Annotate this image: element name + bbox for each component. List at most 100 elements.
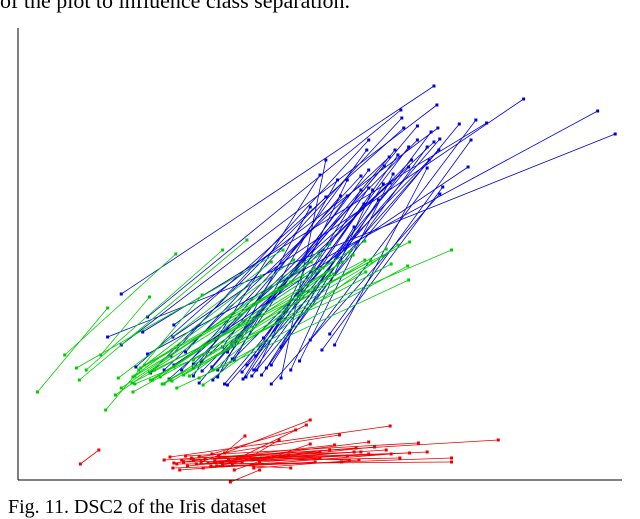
series-2-point-18-0 [210,452,214,456]
series-0-point-20-1 [318,173,322,177]
series-0-point-46-1 [469,138,473,142]
series-0-point-15-1 [365,148,369,152]
series-1-point-28-0 [170,379,174,383]
series-1-point-2-1 [245,238,249,242]
series-0-segment-42 [231,195,348,360]
series-2-point-10-0 [189,456,193,460]
series-1-point-14-0 [133,382,137,386]
series-0-point-28-1 [345,178,349,182]
series-0-point-29-1 [324,158,328,162]
series-1-segment-17 [176,279,409,389]
series-1-point-12-1 [384,247,388,251]
series-0-segment-46 [329,139,472,335]
series-0-point-49-0 [199,360,203,364]
series-1-point-7-0 [74,366,78,370]
series-0-point-35-1 [338,194,342,198]
series-1-point-26-0 [143,363,147,367]
series-0-point-4-1 [522,97,526,101]
series-0-segment-39 [253,131,432,371]
series-0-point-38-0 [269,363,273,367]
series-1-point-16-1 [389,262,393,266]
series-1-point-33-0 [133,374,137,378]
series-1-segment-3 [85,249,223,371]
series-2-segment-26 [230,424,307,463]
series-0-segment-29 [280,159,327,379]
series-2-point-8-0 [184,454,188,458]
series-2-point-12-0 [194,462,198,466]
series-1 [35,238,454,412]
series-0-segment-0 [121,85,435,295]
series-0-segment-5 [147,110,598,355]
series-2-segment-33 [251,451,355,461]
series-1-point-21-1 [332,272,336,276]
series-0-point-42-0 [230,357,234,361]
series-2-segment-18 [211,429,296,455]
series-0-point-38-1 [376,198,380,202]
series-0-point-7-0 [172,363,176,367]
series-2-point-21-1 [347,458,351,462]
series-0-point-0-0 [119,292,123,296]
series-0-point-18-1 [457,122,461,126]
series-1-point-20-0 [148,370,152,374]
series-1-point-9-1 [292,258,296,262]
series-2-point-3-0 [171,466,175,470]
series-1-point-27-0 [158,375,162,379]
series-2-point-31-0 [172,461,176,465]
series-0-point-21-0 [232,358,236,362]
series-0-point-50-0 [245,363,249,367]
series-0-point-32-1 [474,118,478,122]
series-2-point-0-1 [97,448,101,452]
series-1-point-18-1 [364,270,368,274]
series-0-point-31-1 [438,137,442,141]
series-2-segment-30 [241,439,280,463]
series-1-point-17-1 [407,278,411,282]
series-1-point-20-1 [312,266,316,270]
series-0-point-3-0 [141,330,145,334]
series-1-point-15-1 [408,240,412,244]
series-0-segment-11 [193,139,418,365]
series-2-point-8-1 [416,441,420,445]
series-1-point-1-0 [63,353,67,357]
series-2-point-33-0 [250,458,254,462]
series-0-point-44-1 [352,225,356,229]
series-1-segment-21 [163,273,334,385]
series-2-segment-24 [224,435,246,454]
series-1-point-2-0 [77,378,81,382]
series-0-segment-18 [251,123,460,377]
series-1-point-18-0 [182,373,186,377]
series-1-segment-32 [212,274,330,371]
series-1-point-1-1 [174,252,178,256]
series-0-point-50-1 [367,186,371,190]
series-1-segment-5 [115,243,330,396]
series-0-segment-52 [263,146,409,339]
series-1-point-10-1 [347,250,351,254]
series-1-point-4-1 [148,295,152,299]
series-1-segment-0 [37,307,108,393]
series-2-point-5-0 [180,458,184,462]
series-2-point-30-1 [277,438,281,442]
series-1-point-11-0 [148,378,152,382]
series-2-point-35-0 [258,460,262,464]
series-0-point-19-0 [216,368,220,372]
series-0-point-8-1 [436,126,440,130]
series-0-point-30-0 [184,350,188,354]
series-0-point-40-1 [391,172,395,176]
series-0-segment-1 [147,109,402,318]
series-0-point-45-1 [381,182,385,186]
series-2-point-22-1 [425,450,429,454]
series-2-segment-29 [237,441,369,459]
series-0-segment-30 [185,117,403,353]
series-0-segment-25 [270,193,441,385]
series-1-point-33-1 [300,273,304,277]
series-0-point-8-0 [172,323,176,327]
series-1-point-8-0 [116,376,120,380]
series-0-point-17-0 [240,370,244,374]
series-0-point-3-1 [485,121,489,125]
series-0-point-25-1 [438,192,442,196]
series-1-segment-27 [159,261,312,378]
series-0-point-5-0 [146,352,150,356]
series-1-segment-8 [118,261,272,379]
series-0-point-5-1 [596,109,600,113]
series-1-segment-24 [189,264,338,377]
series-0-point-47-0 [333,343,337,347]
